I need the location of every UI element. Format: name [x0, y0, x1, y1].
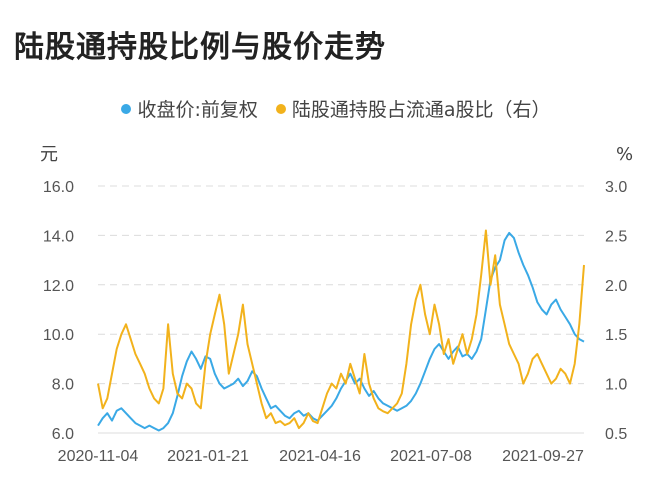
series-line-holding-ratio [97, 229, 585, 430]
y-left-tick-label: 6.0 [52, 426, 74, 443]
y-right-tick-label: 1.5 [605, 327, 627, 344]
series-line-close-price [97, 231, 585, 432]
y-left-tick-label: 14.0 [43, 228, 74, 245]
legend-label-holding-ratio: 陆股通持股占流通a股比（右） [291, 99, 551, 121]
y-right-tick-label: 3.0 [605, 179, 627, 196]
legend-item-close-price[interactable]: 收盘价:前复权 [121, 95, 258, 122]
x-tick-label: 2020-11-04 [58, 448, 139, 465]
legend-marker-close-price [121, 103, 132, 114]
y-right-tick-label: 1.0 [605, 377, 627, 394]
y-left-tick-label: 10.0 [43, 327, 74, 344]
x-tick-label: 2021-07-08 [390, 448, 472, 465]
chart-title: 陆股通持股比例与股价走势 [14, 30, 386, 65]
y-left-tick-label: 12.0 [43, 278, 74, 295]
y-right-tick-label: 0.5 [605, 426, 627, 443]
x-tick-label: 2021-01-21 [167, 448, 249, 465]
legend: 收盘价:前复权 陆股通持股占流通a股比（右） [0, 95, 672, 122]
x-tick-label: 2021-04-16 [279, 448, 361, 465]
y-right-unit: % [616, 144, 633, 165]
y-right-tick-label: 2.0 [605, 278, 627, 295]
x-tick-label: 2021-09-27 [502, 448, 584, 465]
y-right-tick-label: 2.5 [605, 228, 627, 245]
y-left-unit: 元 [40, 144, 58, 165]
legend-label-close-price: 收盘价:前复权 [137, 99, 258, 121]
legend-item-holding-ratio[interactable]: 陆股通持股占流通a股比（右） [275, 95, 551, 122]
y-left-tick-label: 8.0 [52, 377, 74, 394]
legend-marker-holding-ratio [275, 103, 286, 114]
y-left-tick-label: 16.0 [43, 179, 74, 196]
